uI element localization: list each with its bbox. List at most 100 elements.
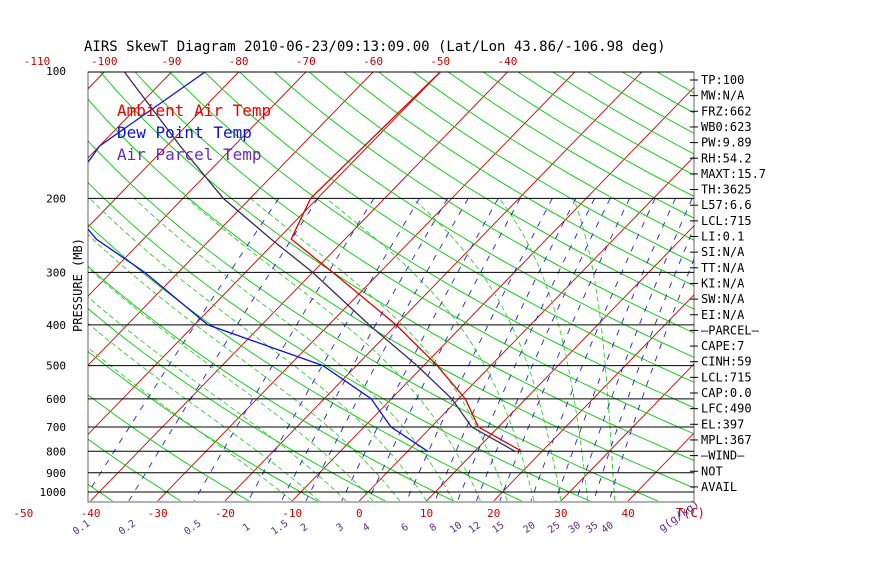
index-label: MW:N/A <box>701 89 745 103</box>
dry-adiabat-line <box>0 72 113 501</box>
index-label: EI:N/A <box>701 308 745 322</box>
mixing-ratio-label: 40 <box>600 520 616 536</box>
dry-adiabat-line <box>344 72 870 501</box>
index-label: TT:N/A <box>701 261 745 275</box>
moist-adiabat-line <box>413 198 561 501</box>
index-label: MPL:367 <box>701 433 752 447</box>
mixing-ratio-line <box>576 198 692 501</box>
top-tick-label: -80 <box>229 55 249 68</box>
index-label: WB0:623 <box>701 120 752 134</box>
moist-adiabat-line <box>187 198 480 501</box>
moist-adiabat-line <box>134 198 453 501</box>
isotherm-line <box>763 72 870 501</box>
bottom-tick-label: 10 <box>420 507 433 520</box>
isotherm-line <box>225 72 642 501</box>
top-tick-label: -70 <box>296 55 316 68</box>
index-label: CAPE:7 <box>701 339 744 353</box>
mixing-ratio-label: 0.5 <box>182 518 203 537</box>
index-label: CAP:0.0 <box>701 386 752 400</box>
pressure-tick-label: 800 <box>46 445 66 458</box>
index-label: LCL:715 <box>701 370 752 384</box>
index-label: LFC:490 <box>701 402 752 416</box>
mixing-ratio-label: 6 <box>400 522 411 534</box>
top-tick-label: -90 <box>162 55 182 68</box>
mixing-ratio-label: 1 <box>241 522 252 534</box>
pressure-tick-label: 1000 <box>40 486 67 499</box>
top-tick-label: -40 <box>498 55 518 68</box>
mixing-ratio-label: 3 <box>335 522 346 534</box>
index-label: TP:100 <box>701 73 744 87</box>
mixing-ratio-label: 10 <box>448 520 464 536</box>
index-label: –PARCEL– <box>701 323 760 337</box>
isotherm-line <box>0 72 104 501</box>
index-label: TH:3625 <box>701 183 752 197</box>
mixing-ratio-line <box>306 198 468 501</box>
top-tick-label: -50 <box>430 55 450 68</box>
dry-adiabat-line <box>240 72 870 501</box>
index-label: LI:0.1 <box>701 230 744 244</box>
dry-adiabat-line <box>274 72 870 501</box>
top-temperature-axis: -120-110-100-90-80-70-60-50-40 <box>0 55 517 68</box>
pressure-tick-label: 600 <box>46 393 66 406</box>
legend-entry: Air Parcel Temp <box>117 145 262 164</box>
bottom-tick-label: 0 <box>356 507 363 520</box>
index-label: NOT <box>701 464 723 478</box>
isotherm-line <box>0 72 37 501</box>
index-label: CINH:59 <box>701 355 752 369</box>
mixing-ratio-line <box>194 198 374 501</box>
index-label: SW:N/A <box>701 292 745 306</box>
dry-adiabat-line <box>170 72 870 501</box>
index-label: AVAIL <box>701 480 737 494</box>
pressure-tick-label: 100 <box>46 65 66 78</box>
y-axis-label: PRESSURE (MB) <box>71 238 85 332</box>
pressure-tick-label: 400 <box>46 319 66 332</box>
mixing-ratio-label: 8 <box>428 522 439 534</box>
dry-adiabat-line <box>205 72 870 501</box>
dry-adiabat-line <box>414 72 870 501</box>
index-label: SI:N/A <box>701 245 745 259</box>
pressure-tick-label: 700 <box>46 421 66 434</box>
mixing-ratio-label: 35 <box>584 520 600 536</box>
top-tick-label: -60 <box>363 55 383 68</box>
index-label: MAXT:15.7 <box>701 167 766 181</box>
mixing-ratio-label: 20 <box>521 520 537 536</box>
mixing-ratio-label: 15 <box>490 520 506 536</box>
mixing-ratio-label: 30 <box>567 520 583 536</box>
bottom-tick-label: -10 <box>282 507 302 520</box>
pressure-tick-label: 500 <box>46 360 66 373</box>
mixing-ratio-label: 2 <box>299 522 310 534</box>
legend: Ambient Air Temp Dew Point Temp Air Parcel… <box>117 101 271 164</box>
legend-entry: Dew Point Temp <box>117 123 252 142</box>
index-label: PW:9.89 <box>701 136 752 150</box>
index-label: FRZ:662 <box>701 104 752 118</box>
index-label: LCL:715 <box>701 214 752 228</box>
index-label: EL:397 <box>701 417 744 431</box>
mixing-ratio-line <box>368 198 520 501</box>
index-label: RH:54.2 <box>701 151 752 165</box>
bottom-tick-label: 20 <box>487 507 500 520</box>
dry-adiabat-line <box>483 72 870 501</box>
mixing-ratio-line <box>83 198 279 501</box>
index-label: L57:6.6 <box>701 198 752 212</box>
mixing-ratio-label: 12 <box>467 520 483 536</box>
mixing-ratio-label: 4 <box>361 522 372 534</box>
pressure-tick-label: 300 <box>46 266 66 279</box>
mixing-ratio-label: 1.5 <box>269 518 290 537</box>
top-tick-label: -100 <box>91 55 118 68</box>
bottom-tick-label: -50 <box>13 507 33 520</box>
bottom-tick-label: -20 <box>215 507 235 520</box>
mixing-ratio-label: 25 <box>546 520 562 536</box>
moist-adiabat-line <box>90 198 427 501</box>
pressure-tick-label: 200 <box>46 192 66 205</box>
moist-adiabat-line <box>326 198 534 501</box>
bottom-tick-label: -30 <box>148 507 168 520</box>
bottom-tick-label: -40 <box>81 507 101 520</box>
legend-entry: Ambient Air Temp <box>117 101 271 120</box>
mixing-ratio-line <box>531 198 655 501</box>
moist-adiabat-lines <box>0 198 615 501</box>
